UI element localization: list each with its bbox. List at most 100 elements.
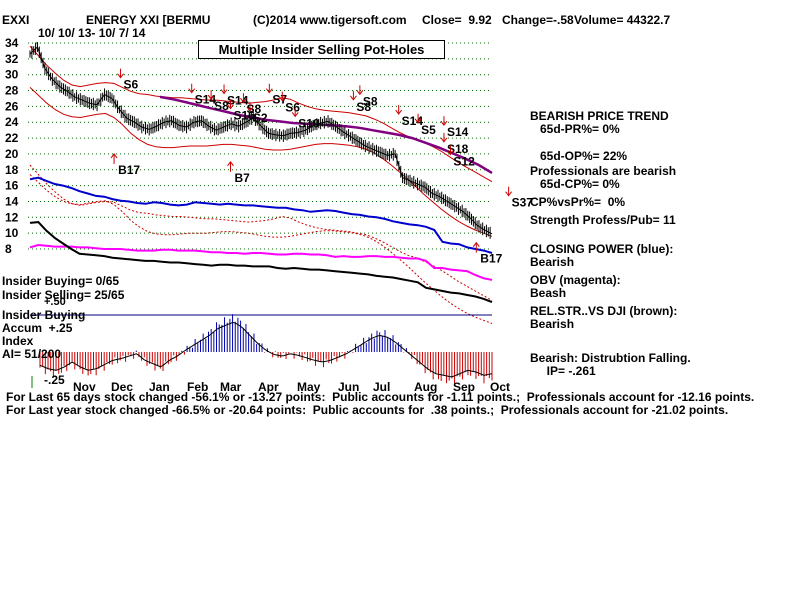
signal-arrowhead <box>110 153 118 159</box>
price-bars <box>29 42 493 239</box>
cp-lower-guide <box>29 174 493 324</box>
signal-label: S7 <box>272 93 287 107</box>
change-value: Change=-.58 <box>502 13 574 27</box>
company-name: ENERGY XXI [BERMU <box>86 13 211 27</box>
grid-lines <box>28 42 492 250</box>
signal-label: B17 <box>118 163 140 177</box>
signal-arrowhead <box>440 120 448 127</box>
closing-power-line <box>29 176 493 254</box>
month-label: Dec <box>111 380 133 394</box>
month-label: Jul <box>373 380 390 394</box>
y-tick-label: 18 <box>5 163 19 177</box>
signal-arrowhead <box>349 95 357 101</box>
y-tick-label: 20 <box>5 147 19 161</box>
y-tick-label: 34 <box>5 36 19 50</box>
month-labels: Nov Dec Jan Feb Mar Apr May Jun Jul Aug Sep Oct <box>73 380 510 394</box>
y-tick-label: 10 <box>5 226 19 240</box>
close-value: Close= 9.92 <box>422 13 492 27</box>
y-tick-label: 32 <box>5 52 19 66</box>
right-panel-line: CP%vsPr%= 0% <box>530 195 626 209</box>
month-label: Sep <box>453 380 475 394</box>
relstr-line <box>29 221 493 304</box>
obv-line <box>29 243 493 281</box>
signal-label: S6 <box>124 78 139 92</box>
accum-label: Accum +.25 <box>2 321 73 335</box>
lower-band-line <box>29 87 493 237</box>
signal-label: S12 <box>453 155 475 169</box>
signal-arrowhead <box>117 73 124 79</box>
insider-selling-count: Insider Selling= 25/65 <box>2 288 125 302</box>
accumulation-index <box>30 314 493 388</box>
footer-line-65days: For Last 65 days stock changed -56.1% or… <box>6 390 755 404</box>
month-label: Mar <box>220 380 242 394</box>
ai-value: AI= 51/200 <box>2 347 62 361</box>
y-tick-label: 14 <box>5 194 19 208</box>
signal-label: S16 <box>234 109 256 123</box>
signal-arrowhead <box>240 97 247 104</box>
month-label: Apr <box>258 380 279 394</box>
signal-arrowhead <box>227 104 234 110</box>
y-tick-label: 24 <box>5 115 19 129</box>
ticker: EXXI <box>2 13 30 27</box>
month-label: Oct <box>490 380 510 394</box>
signal-arrowhead <box>227 161 234 167</box>
y-tick-label: 16 <box>5 179 19 193</box>
signal-label: B17 <box>480 252 502 266</box>
right-panel-line: Strength Profess/Pub= 11 <box>530 213 676 227</box>
signal-label: S8 <box>363 94 378 108</box>
signal-arrowhead <box>265 88 273 94</box>
month-label: Feb <box>187 380 208 394</box>
relative-strength-line <box>29 221 493 304</box>
index-label: Index <box>2 334 34 348</box>
obv-line <box>29 243 493 281</box>
signal-arrowhead <box>246 106 254 112</box>
month-label: Nov <box>73 380 96 394</box>
accum-ma-line <box>39 321 493 378</box>
accum-plus50: +.50 <box>44 296 66 308</box>
price-close-line <box>29 46 493 235</box>
right-panel-line: 65d-CP%= 0% <box>530 177 620 191</box>
moving-average <box>159 95 493 174</box>
signal-label: S37 <box>512 196 534 210</box>
signal-arrowhead <box>414 118 422 124</box>
volume-value: Volume= 44322.7 <box>574 13 671 27</box>
signal-arrowhead <box>356 89 364 96</box>
y-tick-label: 8 <box>5 242 12 256</box>
signal-label: S5 <box>421 123 436 137</box>
signal-arrowhead <box>440 137 448 143</box>
signal-arrowhead <box>505 191 513 197</box>
moving-average-line <box>159 95 493 174</box>
right-panel-line: Bearish: Distrubtion Falling. <box>530 351 691 365</box>
right-panel-line: 65d-PR%= 0% <box>530 122 620 136</box>
signal-label: S6 <box>285 101 300 115</box>
signal-label: S14 <box>447 125 469 139</box>
y-tick-label: 30 <box>5 68 19 82</box>
right-panel-line: OBV (magenta): <box>530 273 621 287</box>
chart-title: Multiple Insider Selling Pot-Holes <box>198 40 445 59</box>
y-tick-label: 28 <box>5 84 19 98</box>
signal-label: S8 <box>356 100 371 114</box>
y-tick-label: 12 <box>5 210 19 224</box>
insider-buying-label: Insider Buying <box>2 308 86 322</box>
footer-line-year: For Last year stock changed -66.5% or -2… <box>6 403 729 417</box>
signal-label: S10 <box>298 116 320 130</box>
cp-upper-guide <box>29 164 493 301</box>
insider-buying-count: Insider Buying= 0/65 <box>2 274 120 288</box>
signal-label: S2 <box>253 111 268 125</box>
closing-power-line <box>29 176 493 254</box>
y-tick-label: 26 <box>5 99 19 113</box>
right-panel-line: Bearish <box>530 317 575 331</box>
month-label: Jun <box>338 380 359 394</box>
right-panel-line: BEARISH PRICE TREND <box>530 109 669 123</box>
signal-arrowhead <box>395 109 403 115</box>
signal-arrowhead <box>291 112 299 118</box>
signal-arrowhead <box>188 88 196 94</box>
right-panel-line: Professionals are bearish <box>530 164 677 178</box>
signal-arrowhead <box>220 89 228 95</box>
date-range: 10/ 10/ 13- 10/ 7/ 14 <box>38 26 146 40</box>
right-panel-line: REL.STR..VS DJI (brown): <box>530 304 678 318</box>
signal-arrowhead <box>472 241 480 247</box>
